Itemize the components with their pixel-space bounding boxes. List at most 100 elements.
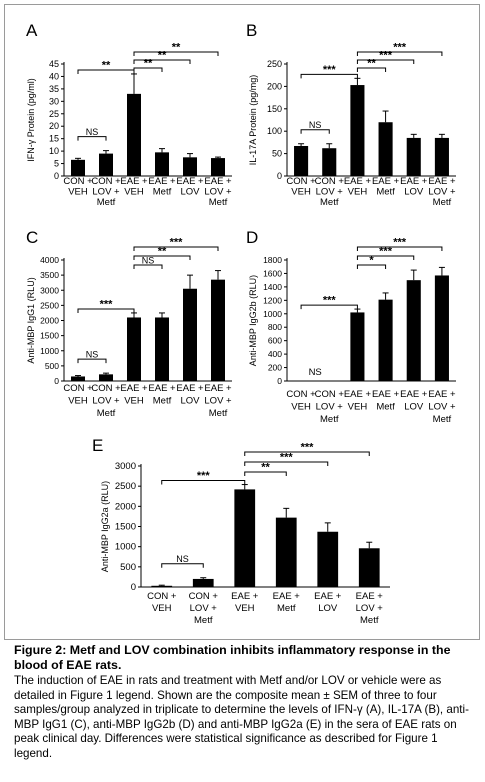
figure-caption: Figure 2: Metf and LOV combination inhib… — [14, 643, 476, 762]
significance-bracket — [300, 304, 358, 310]
significance-label: ** — [158, 50, 167, 62]
significance-bracket — [133, 264, 163, 269]
category-label: EAE + VEH — [120, 176, 148, 198]
significance-bracket — [77, 136, 107, 141]
y-tick-label: 1400 — [263, 282, 282, 292]
bar — [71, 159, 85, 176]
y-tick-label: 50 — [272, 149, 282, 159]
y-tick-label: 250 — [267, 59, 282, 69]
significance-label: ** — [172, 42, 181, 54]
significance-label: *** — [280, 452, 294, 464]
y-tick-label: 3000 — [40, 285, 59, 295]
chart-panel-a: A 0 5 10 15 20 25 30 35 40 45 IFN-γ Protein (pg/ml)… — [26, 21, 232, 208]
category-label: EAE + LOV — [400, 176, 428, 198]
y-tick-label: 35 — [49, 84, 59, 94]
category-label: EAE + Metf — [273, 591, 301, 614]
bar — [275, 517, 297, 587]
category-label: CON + VEH — [147, 591, 177, 614]
y-tick-label: 0 — [131, 582, 136, 593]
charts-canvas: A 0 5 10 15 20 25 30 35 40 45 IFN-γ Protein (pg/ml)… — [26, 21, 456, 626]
significance-bracket — [356, 255, 415, 260]
y-tick-label: 500 — [45, 361, 59, 371]
bar — [434, 137, 449, 176]
bar — [183, 288, 197, 381]
y-tick-label: 45 — [49, 59, 59, 69]
chart-panel-c: C 0 500 1000 1500 2000 2500 3000 3500 4000 Anti-MB… — [26, 228, 232, 419]
y-axis-label: Anti-MBP IgG1 (RLU) — [26, 277, 36, 363]
y-tick-label: 3000 — [115, 461, 136, 472]
y-tick-label: 20 — [49, 121, 59, 131]
significance-bracket — [356, 246, 443, 251]
y-tick-label: 4000 — [40, 255, 59, 265]
y-tick-label: 2500 — [115, 481, 136, 492]
significance-bracket — [300, 129, 330, 134]
significance-bracket — [77, 358, 107, 364]
caption-text: The induction of EAE in rats and treatme… — [14, 674, 469, 760]
bar — [234, 489, 256, 587]
bar — [434, 275, 449, 381]
bar — [211, 158, 225, 176]
significance-label: *** — [393, 42, 407, 54]
category-label: EAE + LOV + Metf — [428, 389, 456, 425]
significance-label: NS — [86, 350, 99, 360]
panel-letter: E — [92, 436, 103, 455]
panel-letter: C — [26, 228, 38, 247]
category-label: CON + LOV + Metf — [189, 591, 219, 626]
significance-label: ** — [102, 59, 111, 71]
significance-label: *** — [323, 295, 337, 307]
bar — [317, 531, 339, 587]
y-tick-label: 800 — [268, 322, 282, 332]
significance-bracket — [300, 73, 358, 79]
y-tick-label: 200 — [267, 81, 282, 91]
category-label: EAE + LOV — [176, 176, 204, 198]
y-tick-label: 100 — [267, 126, 282, 136]
significance-bracket — [356, 67, 387, 72]
bar — [71, 376, 85, 381]
value-note: NS — [309, 367, 322, 378]
y-axis-label: IL-17A Protein (pg/mg) — [248, 75, 258, 166]
bar — [406, 137, 421, 176]
bar — [99, 374, 113, 381]
bar — [350, 312, 365, 381]
category-label: EAE + Metf — [372, 176, 400, 198]
category-label: CON + VEH — [63, 383, 93, 407]
category-label: EAE + LOV — [314, 591, 342, 614]
significance-bracket — [133, 255, 191, 260]
y-tick-label: 1500 — [115, 522, 136, 533]
category-label: CON + VEH — [286, 389, 316, 413]
bar — [294, 145, 309, 176]
significance-label: ** — [158, 246, 167, 258]
significance-label: NS — [176, 554, 189, 564]
chart-panel-d: D 0 200 400 600 800 1000 1200 1400 1600 1800 Anti-M… — [246, 228, 456, 425]
y-tick-label: 5 — [54, 159, 59, 169]
y-tick-label: 200 — [268, 363, 282, 373]
y-tick-label: 40 — [49, 71, 59, 81]
significance-bracket — [133, 51, 219, 56]
y-tick-label: 1600 — [263, 268, 282, 278]
category-label: EAE + Metf — [148, 176, 176, 198]
category-label: EAE + VEH — [344, 176, 372, 198]
significance-label: *** — [379, 50, 393, 62]
y-tick-label: 25 — [49, 109, 59, 119]
significance-bracket — [133, 246, 219, 251]
category-label: CON + VEH — [63, 176, 93, 198]
y-tick-label: 150 — [267, 104, 282, 114]
category-label: EAE + Metf — [148, 383, 176, 407]
significance-bracket — [356, 59, 415, 64]
y-tick-label: 30 — [49, 96, 59, 106]
chart-panel-b: B 0 50 100 150 200 250 IL-17A Protein (pg/mg) CO… — [246, 21, 456, 208]
bar — [183, 157, 197, 176]
y-axis-label: Anti-MBP IgG2a (RLU) — [100, 481, 110, 572]
bar — [358, 548, 380, 587]
y-tick-label: 400 — [268, 349, 282, 359]
bar — [127, 93, 141, 176]
y-tick-label: 0 — [277, 171, 282, 181]
bar — [99, 153, 113, 176]
y-tick-label: 1000 — [115, 542, 136, 553]
significance-bracket — [244, 471, 287, 476]
category-label: EAE + Metf — [372, 389, 400, 413]
significance-label: NS — [86, 127, 99, 137]
bar — [378, 299, 393, 381]
bar — [192, 578, 214, 587]
significance-bracket — [244, 461, 329, 466]
